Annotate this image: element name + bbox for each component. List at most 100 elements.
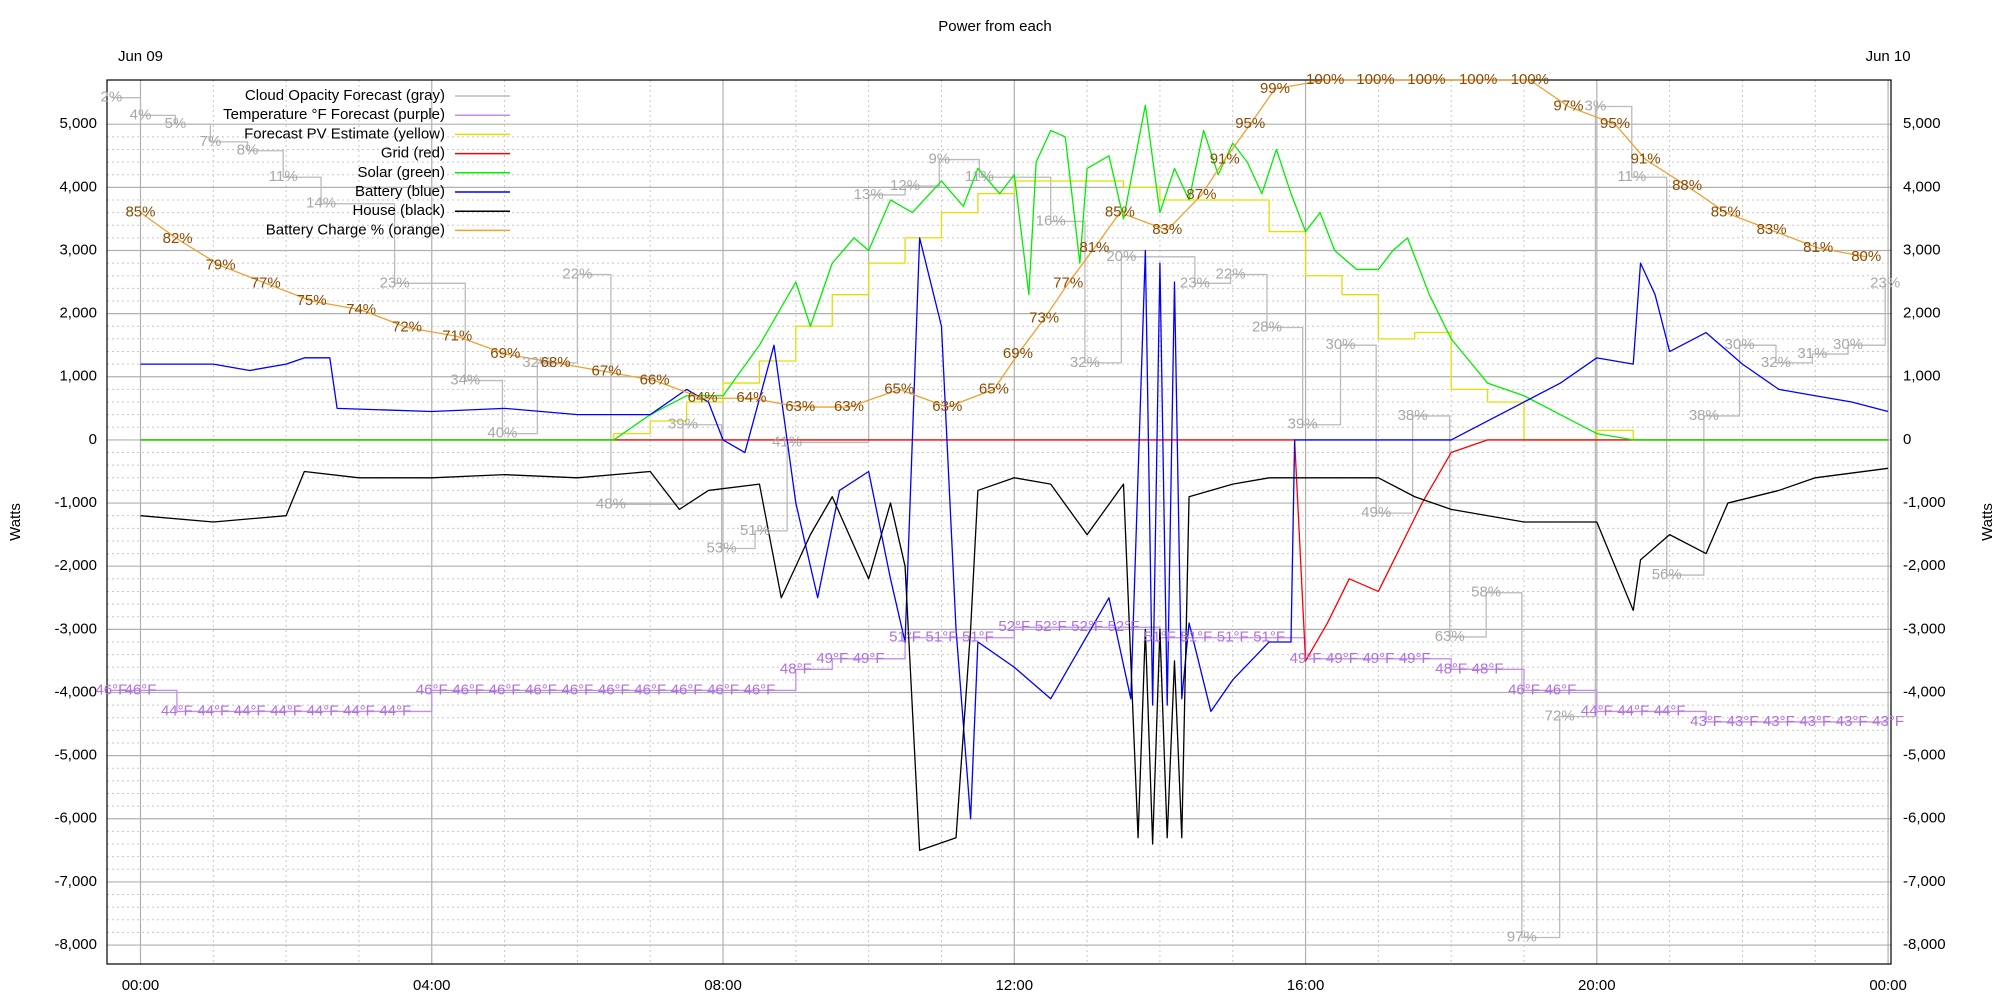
data-label: 100% xyxy=(1356,71,1394,88)
data-label: 85% xyxy=(1711,204,1741,221)
y2-tick-label: -8,000 xyxy=(1903,936,1946,953)
data-label: 11% xyxy=(1617,168,1646,185)
data-label: 88% xyxy=(1672,177,1702,194)
y-tick-label: -2,000 xyxy=(54,557,97,574)
data-label: 51°F xyxy=(926,629,958,646)
data-label: 46°F xyxy=(598,681,630,698)
data-label: 7% xyxy=(200,133,222,150)
series-line xyxy=(140,439,1889,662)
data-label: 3% xyxy=(1585,97,1607,114)
legend-label: Cloud Opacity Forecast (gray) xyxy=(245,87,445,104)
data-label: 63% xyxy=(785,398,815,415)
data-label: 14% xyxy=(306,195,336,212)
data-label: 49°F xyxy=(1290,650,1322,667)
data-label: 51°F xyxy=(1180,629,1212,646)
series-line xyxy=(140,180,1889,441)
data-label: 51°F xyxy=(1253,629,1285,646)
data-label: 23% xyxy=(1870,274,1900,291)
legend-label: Battery (blue) xyxy=(355,183,445,200)
data-label: 95% xyxy=(1235,115,1265,132)
y2-axis-label: Watts xyxy=(1979,503,1996,541)
data-label: 38% xyxy=(1398,407,1428,424)
data-label: 48°F xyxy=(780,660,812,677)
data-label: 49°F xyxy=(1326,650,1358,667)
data-label: 34% xyxy=(450,372,480,389)
legend-label: Battery Charge % (orange) xyxy=(266,221,445,238)
data-label: 23% xyxy=(1180,274,1210,291)
data-label: 44°F xyxy=(1617,702,1649,719)
y2-tick-label: -5,000 xyxy=(1903,747,1946,764)
data-label: 46°F xyxy=(525,681,557,698)
series-line xyxy=(111,97,1886,939)
y2-tick-label: 1,000 xyxy=(1903,368,1941,385)
data-label: 30% xyxy=(1725,336,1755,353)
data-label: 80% xyxy=(1851,248,1881,265)
data-label: 53% xyxy=(707,539,737,556)
data-label: 41% xyxy=(772,433,802,450)
y-axis-label: Watts xyxy=(7,503,24,541)
data-label: 49% xyxy=(1361,504,1391,521)
data-label: 49°F xyxy=(816,650,848,667)
data-label: 38% xyxy=(1689,407,1719,424)
data-label: 43°F xyxy=(1872,713,1904,730)
data-label: 43°F xyxy=(1727,713,1759,730)
data-label: 46°F xyxy=(707,681,739,698)
data-label: 46°F xyxy=(416,681,448,698)
data-label: 49°F xyxy=(1399,650,1431,667)
data-label: 99% xyxy=(1260,80,1290,97)
y2-tick-label: 0 xyxy=(1903,431,1911,448)
data-label: 44°F xyxy=(270,702,302,719)
data-label: 48% xyxy=(596,495,626,512)
data-label: 74% xyxy=(346,301,376,318)
data-label: 44°F xyxy=(343,702,375,719)
data-label: 46°F xyxy=(95,681,127,698)
data-label: 68% xyxy=(541,354,571,371)
y-tick-label: -8,000 xyxy=(54,936,97,953)
data-label: 44°F xyxy=(1581,702,1613,719)
data-label: 11% xyxy=(269,168,298,185)
data-label: 8% xyxy=(237,142,259,159)
data-label: 43°F xyxy=(1799,713,1831,730)
data-label: 51°F xyxy=(962,629,994,646)
data-label: 49°F xyxy=(1362,650,1394,667)
data-label: 72% xyxy=(392,318,422,335)
data-label: 46°F xyxy=(561,681,593,698)
data-label: 91% xyxy=(1210,151,1240,168)
data-label: 5% xyxy=(165,115,187,132)
legend-label: House (black) xyxy=(352,202,445,219)
data-label: 43°F xyxy=(1763,713,1795,730)
data-label: 52°F xyxy=(1108,618,1140,635)
data-label: 83% xyxy=(1757,221,1787,238)
x-tick-label: 04:00 xyxy=(413,977,451,994)
data-label: 20% xyxy=(1106,248,1136,265)
data-label: 30% xyxy=(1325,336,1355,353)
data-label: 49°F xyxy=(853,650,885,667)
y2-tick-label: -1,000 xyxy=(1903,494,1946,511)
data-label: 71% xyxy=(442,327,472,344)
data-label: 75% xyxy=(297,292,327,309)
data-label: 43°F xyxy=(1836,713,1868,730)
data-label: 82% xyxy=(163,230,193,247)
data-label: 100% xyxy=(1407,71,1445,88)
data-label: 65% xyxy=(884,380,914,397)
data-label: 63% xyxy=(834,398,864,415)
data-label: 22% xyxy=(562,265,592,282)
data-label: 43°F xyxy=(1690,713,1722,730)
data-label: 46°F xyxy=(634,681,666,698)
data-label: 51% xyxy=(740,522,770,539)
y2-tick-label: 2,000 xyxy=(1903,305,1941,322)
y2-tick-label: -7,000 xyxy=(1903,873,1946,890)
data-label: 2% xyxy=(101,89,123,106)
data-label: 51°F xyxy=(889,629,921,646)
y2-tick-label: -3,000 xyxy=(1903,620,1946,637)
data-label: 81% xyxy=(1803,239,1833,256)
data-label: 72% xyxy=(1545,707,1575,724)
data-label: 63% xyxy=(1435,628,1465,645)
legend-label: Solar (green) xyxy=(357,164,445,181)
y-tick-label: -6,000 xyxy=(54,810,97,827)
data-label: 11% xyxy=(965,168,994,185)
series-line xyxy=(140,237,1889,820)
